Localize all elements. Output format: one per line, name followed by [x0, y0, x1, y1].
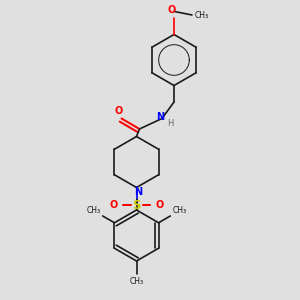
Text: CH₃: CH₃ [172, 206, 187, 215]
Text: O: O [155, 200, 164, 211]
Text: O: O [109, 200, 118, 211]
Text: CH₃: CH₃ [195, 11, 209, 20]
Text: N: N [134, 187, 142, 197]
Text: CH₃: CH₃ [129, 277, 144, 286]
Text: S: S [132, 199, 141, 212]
Text: O: O [167, 5, 176, 15]
Text: N: N [156, 112, 165, 122]
Text: CH₃: CH₃ [86, 206, 100, 215]
Text: H: H [167, 119, 174, 128]
Text: O: O [114, 106, 123, 116]
